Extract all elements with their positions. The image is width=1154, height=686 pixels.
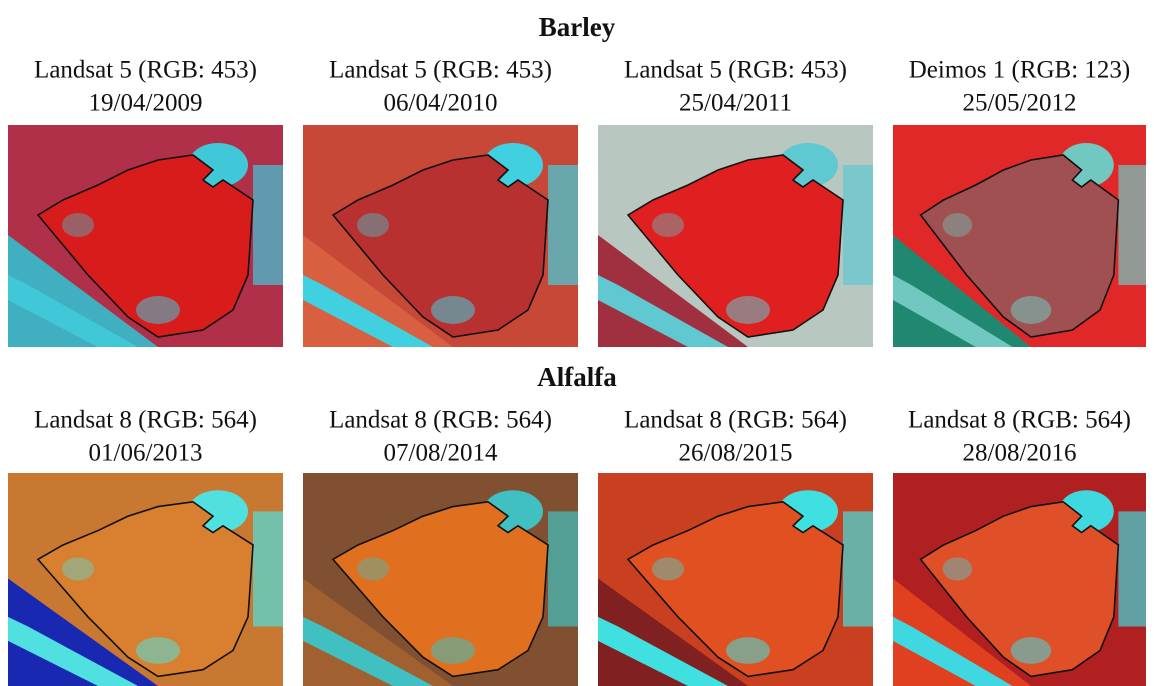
field-patch — [62, 557, 94, 580]
field-patch — [136, 637, 180, 664]
panel-image — [303, 125, 578, 347]
image-region — [253, 511, 283, 626]
section-title: Barley — [539, 12, 616, 42]
image-region — [548, 511, 578, 626]
field-patch — [431, 296, 475, 324]
panel-image — [8, 125, 283, 347]
field-patch — [943, 213, 972, 237]
field-patch — [726, 637, 770, 664]
section-title: Alfalfa — [537, 362, 617, 392]
image-region — [1118, 165, 1146, 285]
panel-date: 01/06/2013 — [89, 440, 203, 467]
image-region — [843, 165, 873, 285]
panel-date: 28/08/2016 — [963, 440, 1077, 467]
panel-sensor: Landsat 5 (RGB: 453) — [624, 57, 847, 84]
panel-date: 26/08/2015 — [679, 440, 793, 467]
panel-sensor: Landsat 8 (RGB: 564) — [34, 407, 257, 434]
panel-sensor: Landsat 5 (RGB: 453) — [329, 57, 552, 84]
panel-date: 25/04/2011 — [679, 90, 792, 117]
field-patch — [357, 213, 389, 237]
image-region — [548, 165, 578, 285]
panel-sensor: Landsat 8 (RGB: 564) — [908, 407, 1131, 434]
field-patch — [431, 637, 475, 664]
panel-image — [8, 473, 283, 686]
panel-date: 06/04/2010 — [384, 90, 498, 117]
field-patch — [1011, 296, 1051, 324]
image-region — [253, 165, 283, 285]
panel-image — [598, 473, 873, 686]
field-patch — [943, 557, 972, 580]
panel-image — [598, 125, 873, 347]
panel-date: 07/08/2014 — [384, 440, 498, 467]
image-region — [1118, 511, 1146, 626]
image-region — [843, 511, 873, 626]
field-patch — [136, 296, 180, 324]
field-patch — [652, 213, 684, 237]
panel-sensor: Landsat 8 (RGB: 564) — [329, 407, 552, 434]
panel-date: 19/04/2009 — [89, 90, 203, 117]
panel-image — [303, 473, 578, 686]
field-patch — [1011, 637, 1051, 664]
field-patch — [62, 213, 94, 237]
panel-image — [893, 125, 1146, 347]
field-patch — [726, 296, 770, 324]
figure: Barley Landsat 5 (RGB: 453) 19/04/2009 Land… — [0, 0, 1154, 686]
panel-date: 25/05/2012 — [963, 90, 1077, 117]
panel-image — [893, 473, 1146, 686]
field-patch — [652, 557, 684, 580]
panel-sensor: Landsat 8 (RGB: 564) — [624, 407, 847, 434]
field-patch — [357, 557, 389, 580]
panel-sensor: Deimos 1 (RGB: 123) — [909, 57, 1131, 84]
panel-sensor: Landsat 5 (RGB: 453) — [34, 57, 257, 84]
